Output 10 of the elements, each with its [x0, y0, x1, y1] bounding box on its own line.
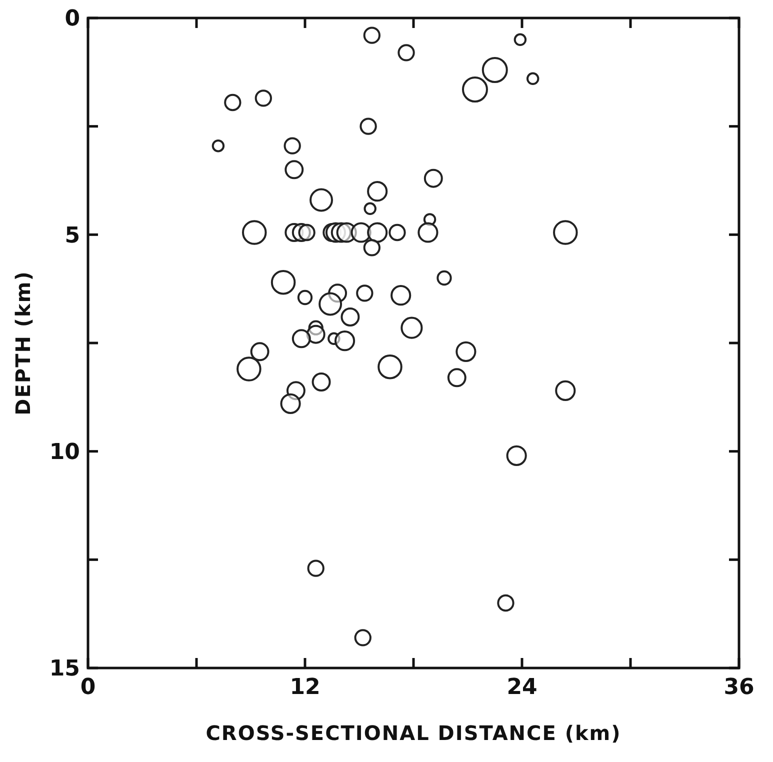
x-tick-label: 24	[506, 675, 538, 700]
y-tick-label: 15	[49, 656, 80, 682]
x-axis-title: CROSS-SECTIONAL DISTANCE (km)	[206, 721, 622, 745]
y-tick-label: 5	[64, 223, 80, 248]
y-tick-label: 10	[49, 440, 80, 466]
x-tick-label: 12	[290, 675, 320, 700]
y-axis-title: DEPTH (km)	[11, 270, 35, 416]
y-tick-label: 0	[64, 6, 80, 32]
x-tick-label: 0	[80, 675, 96, 700]
x-tick-label: 36	[724, 675, 754, 700]
